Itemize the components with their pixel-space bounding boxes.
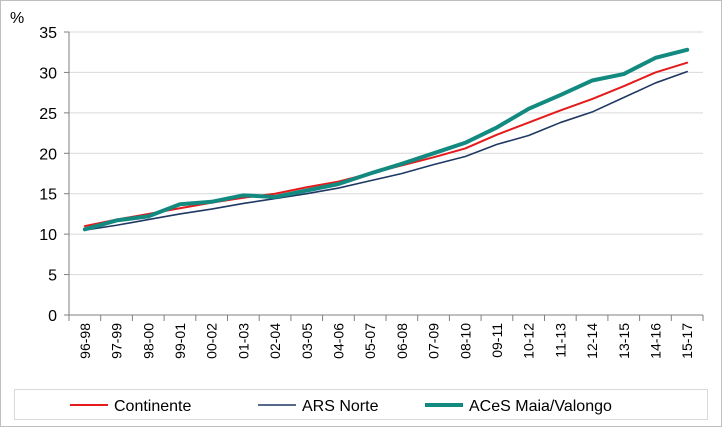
x-tick-label-08-10: 08-10 (457, 323, 473, 359)
x-tick-label-02-04: 02-04 (267, 323, 283, 359)
x-tick-label-06-08: 06-08 (394, 323, 410, 359)
x-tick-label-15-17: 15-17 (679, 323, 695, 359)
x-tick-label-10-12: 10-12 (521, 323, 537, 359)
legend-label-ars-norte: ARS Norte (302, 398, 379, 415)
gridlines (69, 31, 703, 276)
y-axis-unit-label: % (10, 10, 24, 27)
x-tick-label-09-11: 09-11 (489, 323, 505, 358)
legend-box (14, 389, 708, 420)
series-line-aces-maia-valongo (82, 47, 690, 232)
x-tick-label-98-00: 98-00 (140, 323, 156, 359)
series-lines (82, 47, 690, 232)
x-tick-label-96-98: 96-98 (77, 323, 93, 359)
y-tick-label: 25 (39, 106, 57, 123)
y-tick-label: 0 (48, 308, 57, 325)
series-line-ars-norte (84, 70, 688, 231)
x-tick-label-11-13: 11-13 (552, 323, 568, 358)
y-tick-label: 20 (39, 146, 57, 163)
y-tick-label: 15 (39, 187, 57, 204)
x-tick-label-14-16: 14-16 (647, 323, 663, 359)
legend-label-aces-maia-valongo: ACeS Maia/Valongo (469, 398, 612, 415)
x-tick-label-99-01: 99-01 (172, 323, 188, 359)
x-tick-label-97-99: 97-99 (109, 323, 125, 359)
x-tick-label-03-05: 03-05 (299, 323, 315, 359)
x-tick-label-12-14: 12-14 (584, 323, 600, 359)
x-tick-label-07-09: 07-09 (426, 323, 442, 359)
x-tick-label-13-15: 13-15 (616, 323, 632, 359)
y-tick-label: 5 (48, 268, 57, 285)
legend: Continente ARS Norte ACeS Maia/Valongo (14, 389, 708, 420)
y-tick-label: 10 (39, 227, 57, 244)
axes: 0 5 10 15 20 25 30 35 96-98 97-99 98-00 99-01 00-02 0… (39, 25, 704, 359)
x-tick-label-05-07: 05-07 (362, 323, 378, 359)
legend-label-continente: Continente (114, 398, 191, 415)
x-tick-label-00-02: 00-02 (204, 323, 220, 359)
x-tick-label-01-03: 01-03 (235, 323, 251, 359)
y-tick-label: 35 (39, 25, 57, 42)
y-tick-label: 30 (39, 65, 57, 82)
x-tick-label-04-06: 04-06 (330, 323, 346, 359)
